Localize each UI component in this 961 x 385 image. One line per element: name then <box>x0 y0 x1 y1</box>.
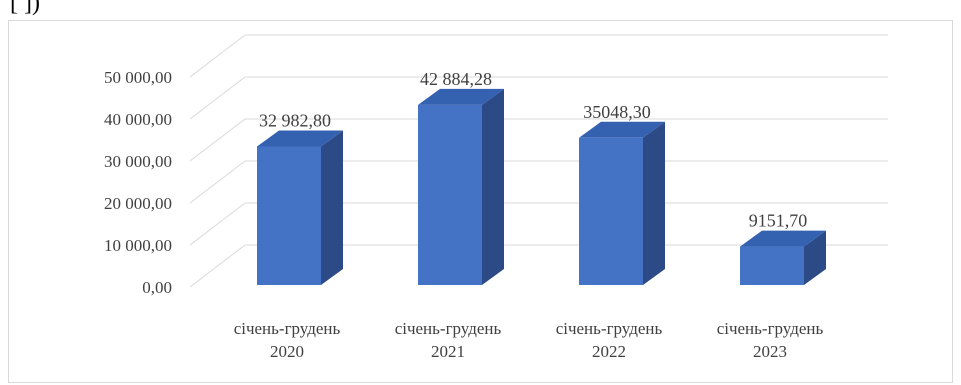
bar-side <box>482 88 504 286</box>
bars <box>257 88 826 286</box>
gridline-diagonal <box>189 202 246 246</box>
gridline-diagonal <box>189 76 246 120</box>
gridline-diagonal <box>189 160 246 204</box>
gridline-diagonal <box>189 244 246 288</box>
y-tick-label: 10 000,00 <box>104 236 172 255</box>
bar <box>579 137 643 285</box>
y-axis-ticks: 0,00 10 000,00 20 000,00 30 000,00 40 000,00… <box>104 68 172 297</box>
x-category-label: січень-грудень 2021 <box>395 319 502 361</box>
x-category-line: 2021 <box>431 342 465 361</box>
bar-side <box>804 230 826 285</box>
bar-top <box>257 130 343 147</box>
data-label: 32 982,80 <box>259 110 331 130</box>
y-tick-label: 20 000,00 <box>104 194 172 213</box>
data-label: 42 884,28 <box>420 69 492 89</box>
bar-top <box>418 88 504 105</box>
y-tick-label: 40 000,00 <box>104 110 172 129</box>
data-label: 35048,30 <box>583 102 651 122</box>
bar <box>740 246 804 285</box>
x-category-label: січень-грудень 2023 <box>717 319 824 361</box>
y-tick-label: 30 000,00 <box>104 152 172 171</box>
x-category-line: січень-грудень <box>234 319 341 338</box>
bar-side <box>321 130 343 285</box>
x-category-line: 2023 <box>753 342 787 361</box>
gridline-diagonal <box>189 118 246 162</box>
bar-side <box>643 121 665 285</box>
x-category-label: січень-грудень 2020 <box>234 319 341 361</box>
bar <box>257 146 321 285</box>
gridlines <box>189 34 888 288</box>
y-tick-label: 0,00 <box>142 278 172 297</box>
x-category-line: 2020 <box>270 342 304 361</box>
y-tick-label: 50 000,00 <box>104 68 172 87</box>
data-labels: 32 982,80 42 884,28 35048,30 9151,70 <box>259 69 807 231</box>
x-category-line: січень-грудень <box>395 319 502 338</box>
x-category-line: січень-грудень <box>556 319 663 338</box>
x-category-line: січень-грудень <box>717 319 824 338</box>
x-category-line: 2022 <box>592 342 626 361</box>
data-label: 9151,70 <box>749 211 808 231</box>
x-category-label: січень-грудень 2022 <box>556 319 663 361</box>
chart-frame <box>8 20 953 383</box>
bar-top <box>579 121 665 138</box>
header-fragment: [ ]) <box>10 0 40 16</box>
bar <box>418 104 482 286</box>
gridline-diagonal <box>189 34 246 78</box>
bar-top <box>740 230 826 247</box>
